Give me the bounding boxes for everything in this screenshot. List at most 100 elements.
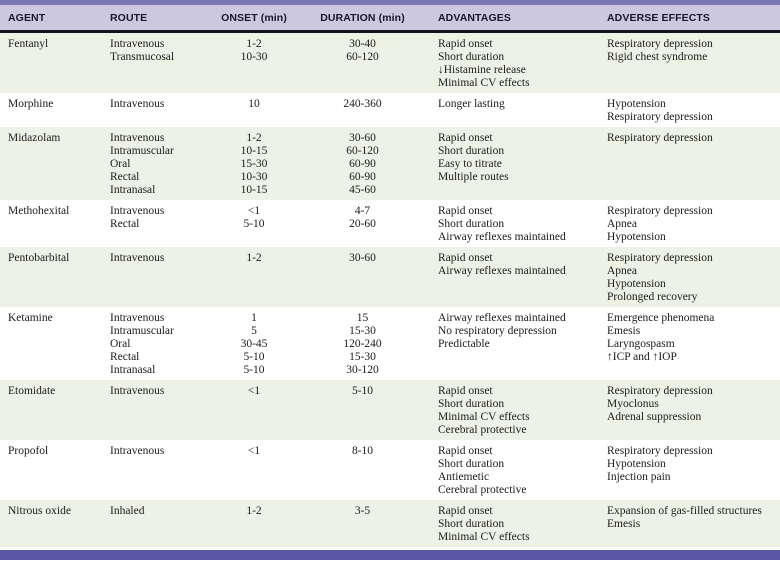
advantages-cell-line: Minimal CV effects bbox=[438, 531, 530, 543]
agent-cell-line: Methohexital bbox=[8, 205, 70, 217]
column-header-adverse-effects: ADVERSE EFFECTS bbox=[607, 11, 711, 24]
table-row: Etomidate Intravenous <1 5-10 Rapid onset Sho… bbox=[0, 380, 780, 440]
adverse-effects-cell-line: Myoclonus bbox=[607, 398, 659, 410]
route-cell-line: Oral bbox=[110, 338, 131, 350]
onset-cell-line: 30-45 bbox=[240, 338, 268, 350]
route-cell: Intravenous Intramuscular Oral Rectal Intran… bbox=[102, 132, 213, 197]
route-cell-line: Intravenous bbox=[110, 98, 165, 110]
agent-cell: Morphine bbox=[0, 98, 102, 124]
duration-cell-line: 60-120 bbox=[346, 145, 379, 157]
agent-cell-line: Morphine bbox=[8, 98, 54, 110]
header-rule bbox=[0, 30, 780, 33]
adverse-effects-cell-line: Respiratory depression bbox=[607, 38, 713, 50]
duration-cell-line: 4-7 bbox=[354, 205, 371, 217]
agent-cell: Methohexital bbox=[0, 205, 102, 244]
table-row: Methohexital Intravenous Rectal <1 5-10 4-7 20… bbox=[0, 200, 780, 247]
advantages-cell-line: Airway reflexes maintained bbox=[438, 312, 566, 324]
agent-cell: Pentobarbital bbox=[0, 252, 102, 304]
adverse-effects-cell: Respiratory depression bbox=[598, 132, 780, 197]
duration-cell-line: 15 bbox=[356, 312, 369, 324]
onset-cell-line: <1 bbox=[247, 445, 261, 457]
adverse-effects-cell-line: Rigid chest syndrome bbox=[607, 51, 708, 63]
adverse-effects-cell-line: Laryngospasm bbox=[607, 338, 675, 350]
bottom-accent-bar bbox=[0, 550, 780, 560]
adverse-effects-cell-line: Emesis bbox=[607, 518, 641, 530]
onset-cell-line: <1 bbox=[247, 205, 261, 217]
onset-cell: 10 bbox=[213, 98, 295, 124]
route-cell-line: Oral bbox=[110, 158, 131, 170]
table-row: Ketamine Intravenous Intramuscular Oral Rect… bbox=[0, 307, 780, 380]
duration-cell-line: 45-60 bbox=[349, 184, 376, 196]
duration-cell: 30-40 60-120 bbox=[295, 38, 430, 90]
duration-cell-line: 30-40 bbox=[349, 38, 376, 50]
duration-cell-line: 15-30 bbox=[349, 325, 376, 337]
advantages-cell-line: Easy to titrate bbox=[438, 158, 502, 170]
advantages-cell: Rapid onset Short duration ↓Histamine rele… bbox=[430, 38, 598, 90]
route-cell: Intravenous bbox=[102, 98, 213, 124]
onset-cell-line: 5-10 bbox=[243, 364, 265, 376]
table-row: Fentanyl Intravenous Transmucosal 1-2 10-30 3… bbox=[0, 33, 780, 93]
onset-cell-line: 1-2 bbox=[246, 38, 262, 50]
onset-cell-line: 1 bbox=[251, 312, 257, 324]
advantages-cell-line: Rapid onset bbox=[438, 132, 493, 144]
adverse-effects-cell-line: Emesis bbox=[607, 325, 641, 337]
advantages-cell-line: Rapid onset bbox=[438, 205, 493, 217]
column-header-advantages: ADVANTAGES bbox=[438, 11, 511, 24]
advantages-cell-line: Minimal CV effects bbox=[438, 77, 530, 89]
route-cell: Intravenous Intramuscular Oral Rectal Intran… bbox=[102, 312, 213, 377]
adverse-effects-cell: Emergence phenomena Emesis Laryngospasm ↑IC… bbox=[598, 312, 780, 377]
onset-cell-line: 1-2 bbox=[246, 252, 262, 264]
advantages-cell-line: Minimal CV effects bbox=[438, 411, 530, 423]
agent-cell-line: Nitrous oxide bbox=[8, 505, 71, 517]
adverse-effects-cell-line: Prolonged recovery bbox=[607, 291, 698, 303]
adverse-effects-cell-line: Hypotension bbox=[607, 458, 666, 470]
adverse-effects-cell-line: ↑ICP and ↑IOP bbox=[607, 351, 677, 363]
duration-cell: 5-10 bbox=[295, 385, 430, 437]
top-accent-bar bbox=[0, 0, 780, 5]
column-header-agent: AGENT bbox=[8, 11, 46, 24]
route-cell-line: Rectal bbox=[110, 351, 140, 363]
column-header-onset: ONSET (min) bbox=[221, 11, 287, 24]
onset-cell: <1 bbox=[213, 385, 295, 437]
route-cell-line: Intravenous bbox=[110, 445, 165, 457]
agent-cell: Midazolam bbox=[0, 132, 102, 197]
advantages-cell: Rapid onset Short duration Airway reflexes… bbox=[430, 205, 598, 244]
agent-cell-line: Pentobarbital bbox=[8, 252, 70, 264]
route-cell-line: Rectal bbox=[110, 218, 140, 230]
column-header-duration: DURATION (min) bbox=[320, 11, 405, 24]
adverse-effects-cell-line: Emergence phenomena bbox=[607, 312, 715, 324]
advantages-cell-line: Antiemetic bbox=[438, 471, 490, 483]
table-row: Pentobarbital Intravenous 1-2 30-60 Rapid on… bbox=[0, 247, 780, 307]
adverse-effects-cell-line: Respiratory depression bbox=[607, 445, 713, 457]
duration-cell: 4-7 20-60 bbox=[295, 205, 430, 244]
onset-cell-line: 10-30 bbox=[240, 51, 268, 63]
onset-cell-line: 10-15 bbox=[240, 184, 268, 196]
adverse-effects-cell-line: Respiratory depression bbox=[607, 385, 713, 397]
footer-gap bbox=[0, 560, 780, 564]
table-row: Nitrous oxide Inhaled 1-2 3-5 Rapid onset Sho… bbox=[0, 500, 780, 547]
advantages-cell-line: Predictable bbox=[438, 338, 490, 350]
duration-cell-line: 30-60 bbox=[349, 252, 376, 264]
onset-cell-line: 5-10 bbox=[243, 351, 265, 363]
advantages-cell: Longer lasting bbox=[430, 98, 598, 124]
duration-cell: 30-60 bbox=[295, 252, 430, 304]
adverse-effects-cell-line: Injection pain bbox=[607, 471, 671, 483]
route-cell-line: Intravenous bbox=[110, 312, 165, 324]
adverse-effects-cell: Hypotension Respiratory depression bbox=[598, 98, 780, 124]
route-cell-line: Intravenous bbox=[110, 132, 165, 144]
route-cell-line: Intravenous bbox=[110, 38, 165, 50]
advantages-cell-line: Rapid onset bbox=[438, 385, 493, 397]
route-cell-line: Intravenous bbox=[110, 205, 165, 217]
agent-cell-line: Ketamine bbox=[8, 312, 53, 324]
advantages-cell-line: Multiple routes bbox=[438, 171, 509, 183]
agent-cell-line: Etomidate bbox=[8, 385, 56, 397]
column-header-route: ROUTE bbox=[110, 11, 148, 24]
onset-cell: 1-2 10-30 bbox=[213, 38, 295, 90]
advantages-cell-line: Airway reflexes maintained bbox=[438, 231, 566, 243]
advantages-cell-line: Short duration bbox=[438, 218, 505, 230]
duration-cell: 3-5 bbox=[295, 505, 430, 544]
duration-cell-line: 20-60 bbox=[349, 218, 376, 230]
advantages-cell: Rapid onset Short duration Easy to titrate… bbox=[430, 132, 598, 197]
adverse-effects-cell-line: Apnea bbox=[607, 218, 638, 230]
adverse-effects-cell: Respiratory depression Hypotension Injecti… bbox=[598, 445, 780, 497]
